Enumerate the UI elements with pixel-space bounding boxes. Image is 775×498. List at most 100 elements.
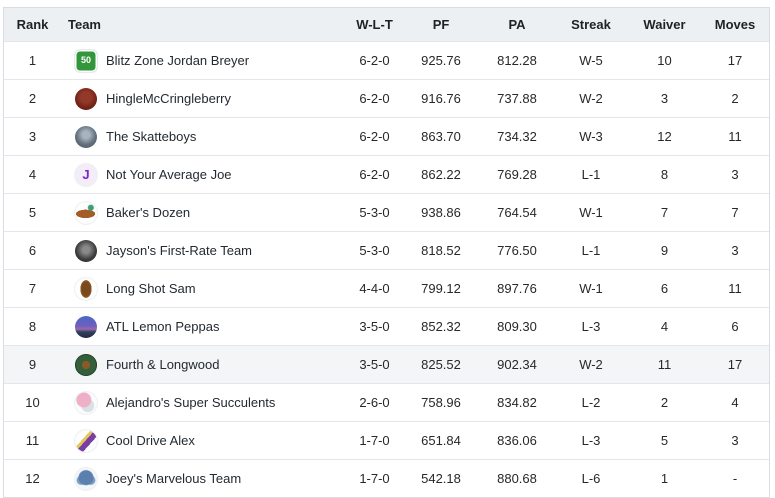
team-avatar-purple-j-icon[interactable]: J [75, 163, 97, 186]
rank-cell: 11 [25, 433, 40, 448]
table-row: 2 HingleMcCringleberry 6-2-0 916.76 737.… [4, 79, 769, 117]
column-header-moves[interactable]: Moves [714, 17, 756, 32]
column-header-team[interactable]: Team [68, 17, 101, 32]
team-avatar-fifty-yard-marker-icon[interactable]: 50 [75, 49, 97, 72]
table-row: 9 Fourth & Longwood 3-5-0 825.52 902.34 … [4, 345, 769, 383]
waiver-cell: 6 [660, 281, 669, 296]
points-for-cell: 916.76 [421, 91, 461, 106]
team-name-link[interactable]: Long Shot Sam [106, 281, 196, 296]
table-row: 8 ATL Lemon Peppas 3-5-0 852.32 809.30 L… [4, 307, 769, 345]
record-cell: 5-3-0 [359, 205, 390, 220]
team-avatar-football-icon[interactable] [75, 277, 97, 300]
points-for-cell: 925.76 [421, 53, 461, 68]
waiver-cell: 2 [660, 395, 669, 410]
team-avatar-unicorn-icon[interactable] [75, 391, 97, 414]
moves-cell: 11 [728, 129, 742, 144]
moves-cell: 3 [731, 243, 739, 258]
team-cell: Fourth & Longwood [61, 353, 347, 376]
record-cell: 1-7-0 [359, 433, 390, 448]
column-header-wlt[interactable]: W-L-T [356, 17, 393, 32]
team-avatar-green-football-crest-icon[interactable] [75, 353, 97, 376]
team-cell: ATL Lemon Peppas [61, 315, 347, 338]
waiver-cell: 12 [657, 129, 672, 144]
column-header-waiver[interactable]: Waiver [643, 17, 686, 32]
team-name-link[interactable]: HingleMcCringleberry [106, 91, 231, 106]
moves-cell: 4 [731, 395, 739, 410]
team-name-link[interactable]: Blitz Zone Jordan Breyer [106, 53, 250, 68]
points-for-cell: 651.84 [421, 433, 461, 448]
team-avatar-red-portrait-icon[interactable] [75, 87, 97, 110]
points-for-cell: 863.70 [421, 129, 461, 144]
table-row: 7 Long Shot Sam 4-4-0 799.12 897.76 W-1 … [4, 269, 769, 307]
rank-cell: 10 [25, 395, 40, 410]
team-cell: HingleMcCringleberry [61, 87, 347, 110]
record-cell: 6-2-0 [359, 129, 390, 144]
team-avatar-dark-rose-icon[interactable] [75, 239, 97, 262]
team-name-link[interactable]: Cool Drive Alex [106, 433, 195, 448]
column-header-pa[interactable]: PA [508, 17, 526, 32]
rank-cell: 8 [28, 319, 37, 334]
team-name-link[interactable]: Not Your Average Joe [106, 167, 232, 182]
team-avatar-purple-sneaker-icon[interactable] [75, 429, 97, 452]
rank-cell: 4 [28, 167, 37, 182]
standings-table: Rank Team W-L-T PF PA Streak Waiver Moves 1 50 … [3, 7, 770, 498]
points-for-cell: 799.12 [421, 281, 461, 296]
table-row: 11 Cool Drive Alex 1-7-0 651.84 836.06 L… [4, 421, 769, 459]
team-avatar-city-skyline-icon[interactable] [75, 315, 97, 338]
rank-cell: 1 [28, 53, 37, 68]
team-cell: The Skatteboys [61, 125, 347, 148]
moves-cell: 17 [727, 53, 743, 68]
team-cell: Joey's Marvelous Team [61, 467, 347, 490]
record-cell: 1-7-0 [359, 471, 390, 486]
column-header-pf[interactable]: PF [432, 17, 450, 32]
table-row: 5 Baker's Dozen 5-3-0 938.86 764.54 W-1 … [4, 193, 769, 231]
streak-cell: L-3 [581, 433, 601, 448]
team-name-link[interactable]: ATL Lemon Peppas [106, 319, 220, 334]
waiver-cell: 8 [660, 167, 669, 182]
streak-cell: L-6 [581, 471, 601, 486]
team-name-link[interactable]: Alejandro's Super Succulents [106, 395, 276, 410]
moves-cell: 17 [727, 357, 743, 372]
team-cell: Cool Drive Alex [61, 429, 347, 452]
waiver-cell: 10 [657, 53, 672, 68]
points-against-cell: 902.34 [497, 357, 537, 372]
streak-cell: L-2 [581, 395, 601, 410]
points-for-cell: 758.96 [421, 395, 461, 410]
streak-cell: W-3 [579, 129, 603, 144]
team-name-link[interactable]: Jayson's First-Rate Team [106, 243, 253, 258]
team-avatar-gray-photo-icon[interactable] [75, 125, 97, 148]
points-against-cell: 834.82 [497, 395, 537, 410]
column-header-streak[interactable]: Streak [571, 17, 611, 32]
streak-cell: W-2 [579, 357, 603, 372]
rank-cell: 7 [28, 281, 37, 296]
points-for-cell: 542.18 [421, 471, 461, 486]
table-row: 12 Joey's Marvelous Team 1-7-0 542.18 88… [4, 459, 769, 497]
table-row: 1 50 Blitz Zone Jordan Breyer 6-2-0 925.… [4, 41, 769, 79]
rank-cell: 12 [25, 471, 40, 486]
team-name-link[interactable]: Joey's Marvelous Team [106, 471, 242, 486]
points-for-cell: 818.52 [421, 243, 461, 258]
table-row: 3 The Skatteboys 6-2-0 863.70 734.32 W-3… [4, 117, 769, 155]
record-cell: 3-5-0 [359, 357, 390, 372]
moves-cell: 7 [731, 205, 739, 220]
streak-cell: W-5 [579, 53, 603, 68]
record-cell: 4-4-0 [359, 281, 390, 296]
moves-cell: 3 [731, 433, 739, 448]
streak-cell: W-1 [579, 281, 603, 296]
points-for-cell: 825.52 [421, 357, 461, 372]
rank-cell: 3 [28, 129, 37, 144]
rank-cell: 5 [28, 205, 37, 220]
streak-cell: W-2 [579, 91, 603, 106]
team-avatar-shark-icon[interactable] [75, 467, 97, 490]
points-for-cell: 862.22 [421, 167, 461, 182]
team-name-link[interactable]: The Skatteboys [106, 129, 197, 144]
waiver-cell: 7 [660, 205, 669, 220]
team-name-link[interactable]: Baker's Dozen [106, 205, 191, 220]
team-name-link[interactable]: Fourth & Longwood [106, 357, 220, 372]
team-cell: J Not Your Average Joe [61, 163, 347, 186]
points-against-cell: 769.28 [497, 167, 537, 182]
team-avatar-roasted-carrot-icon[interactable] [75, 201, 97, 224]
rank-cell: 6 [28, 243, 37, 258]
record-cell: 6-2-0 [359, 91, 390, 106]
column-header-rank[interactable]: Rank [16, 17, 49, 32]
